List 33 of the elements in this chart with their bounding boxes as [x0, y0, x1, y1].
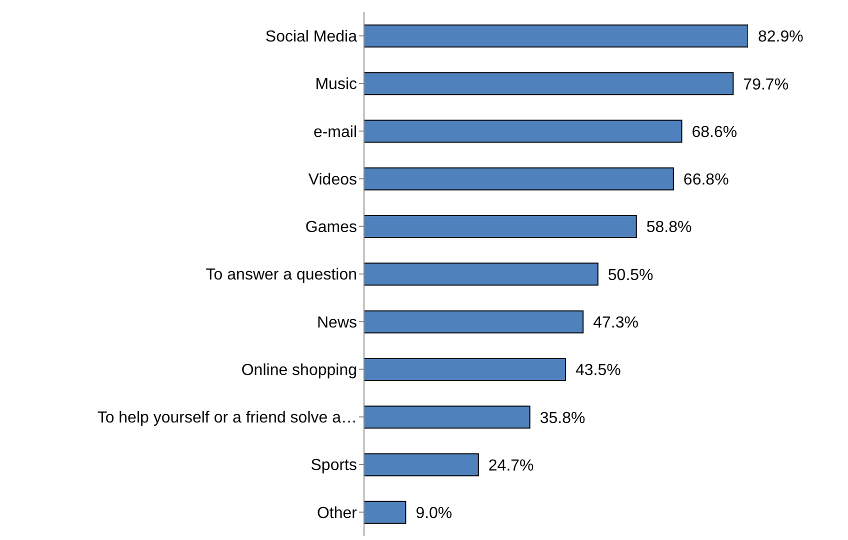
data-label: 79.7%: [743, 76, 789, 94]
data-label: 24.7%: [488, 457, 534, 474]
y-tick-label: Videos: [308, 171, 357, 188]
data-label: 43.5%: [575, 362, 621, 380]
data-label: 66.8%: [683, 172, 729, 189]
data-label: 68.6%: [692, 124, 738, 141]
data-label: 47.3%: [593, 314, 638, 332]
data-label: 9.0%: [416, 505, 452, 522]
bar: [364, 120, 682, 143]
bar: [364, 262, 598, 286]
y-tick-label: Sports: [310, 457, 357, 474]
bar: [364, 453, 479, 476]
y-tick-label: To help yourself or a friend solve a…: [97, 410, 357, 427]
y-tick-label: Online shopping: [241, 362, 357, 379]
data-label: 58.8%: [646, 219, 692, 236]
bar: [364, 24, 748, 48]
y-tick-label: e-mail: [313, 124, 357, 141]
bar: [364, 358, 566, 381]
y-tick-label: Other: [316, 504, 358, 522]
data-label: 35.8%: [540, 410, 586, 427]
y-tick-label: Social Media: [265, 28, 358, 46]
bar: [364, 406, 530, 429]
y-tick-label: News: [316, 314, 357, 332]
bar: [364, 215, 637, 238]
bar: [364, 500, 406, 524]
y-tick-label: Music: [315, 76, 357, 94]
bar: [364, 167, 674, 190]
bar: [364, 72, 734, 96]
y-tick-label: Games: [305, 219, 357, 236]
bar: [364, 310, 584, 334]
data-label: 50.5%: [608, 266, 654, 284]
data-label: 82.9%: [758, 28, 804, 46]
y-tick-label: To answer a question: [206, 266, 357, 284]
